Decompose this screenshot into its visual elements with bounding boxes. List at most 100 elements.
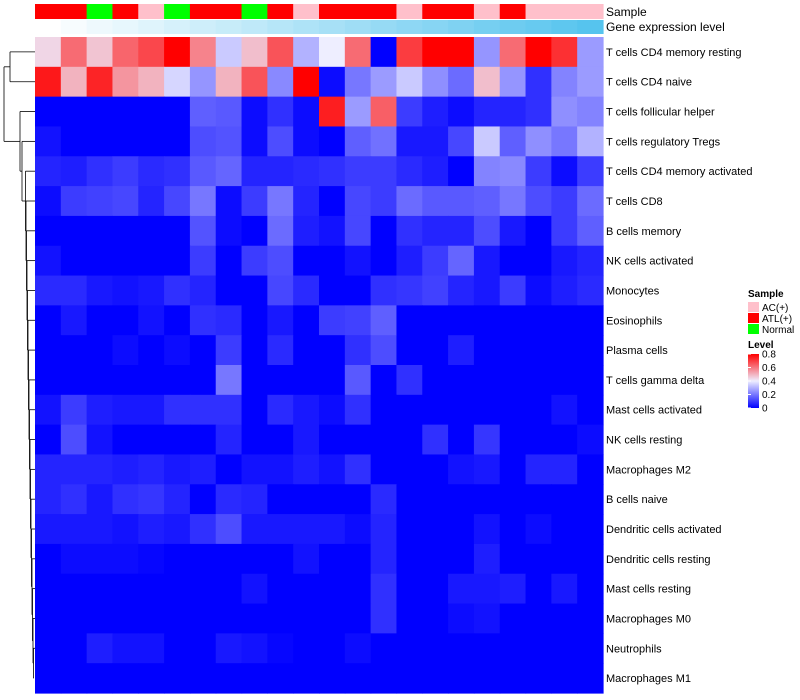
heatmap-cell [525,663,552,694]
heatmap-cell [215,514,243,545]
heatmap-cell [551,186,578,217]
heatmap-cell [215,424,243,456]
legend-level-tick-label: 0 [762,404,768,415]
heatmap-cell [86,663,114,694]
heatmap-cell [293,156,320,187]
legend-level-colorbar [748,354,759,408]
heatmap-cell [551,484,578,515]
heatmap-cell [138,275,165,306]
heatmap-cell [551,96,578,128]
sample-annotation-cell [189,4,217,19]
row-label: T cells CD4 memory resting [606,47,742,59]
heatmap-cell [448,603,475,634]
heatmap-cell [551,573,578,605]
heatmap-cell [164,335,191,366]
heatmap-cell [370,37,398,68]
expression-annotation-cell [370,20,398,34]
heatmap-cell [577,514,604,545]
heatmap-cell [112,365,139,396]
legend-swatch [748,324,759,334]
heatmap-cell [86,633,114,664]
row-label: Neutrophils [606,643,662,655]
heatmap-cell [293,573,320,605]
heatmap-cell [35,663,62,694]
heatmap-cell [473,66,501,98]
heatmap-cell [370,454,398,485]
sample-annotation-cell [215,4,243,19]
heatmap-cell [189,305,217,336]
heatmap-cell [396,543,423,575]
heatmap-cell [86,215,114,247]
heatmap-cell [112,573,139,605]
heatmap-cell [448,215,475,247]
heatmap-cell [473,37,501,68]
heatmap-cell [319,484,346,515]
heatmap-cell [319,305,346,336]
heatmap-cell [344,275,372,306]
heatmap-cell [86,37,114,68]
heatmap-cell [241,215,268,247]
heatmap-cell [86,365,114,396]
heatmap-cell [112,424,139,456]
expression-annotation-cell [293,20,320,34]
heatmap-cell [499,275,527,306]
heatmap-cell [267,543,294,575]
heatmap-cell [319,66,346,98]
heatmap-cell [241,245,268,277]
heatmap-cell [293,484,320,515]
heatmap-cell [241,156,268,187]
heatmap-cell [499,573,527,605]
row-dendrogram [3,51,35,679]
row-label: T cells CD4 naive [606,77,692,89]
expression-annotation-cell [525,20,552,34]
heatmap-cell [319,245,346,277]
heatmap-cell [396,215,423,247]
heatmap-cell [241,126,268,157]
heatmap-cell [112,96,139,128]
heatmap-cell [138,424,165,456]
heatmap-cell [370,156,398,187]
row-label: B cells memory [606,226,682,238]
heatmap-cell [370,245,398,277]
heatmap-cell [551,543,578,575]
heatmap-cell [267,245,294,277]
heatmap-cell [86,126,114,157]
heatmap-cell [215,126,243,157]
heatmap-cell [448,96,475,128]
heatmap-cell [60,394,88,426]
heatmap-cell [86,573,114,605]
heatmap-cell [499,394,527,426]
heatmap-cell [164,454,191,485]
heatmap-cell [164,365,191,396]
heatmap-cell [293,126,320,157]
heatmap-cell [267,424,294,456]
heatmap-cell [525,66,552,98]
heatmap-cell [344,245,372,277]
heatmap-cell [473,156,501,187]
heatmap-cell [35,305,62,336]
legend-swatch [748,302,759,312]
heatmap-cell [370,573,398,605]
heatmap-cell [138,603,165,634]
heatmap-cell [525,543,552,575]
sample-annotation-cell [344,4,372,19]
heatmap-cell [577,215,604,247]
heatmap-cell [60,633,88,664]
heatmap-cell [164,663,191,694]
heatmap-cell [370,543,398,575]
heatmap-cell [551,275,578,306]
heatmap-cell [525,186,552,217]
heatmap-cell [422,543,449,575]
heatmap-cell [396,245,423,277]
heatmap-cell [396,603,423,634]
heatmap-cell [422,454,449,485]
heatmap-cell [112,663,139,694]
heatmap-cell [370,66,398,98]
heatmap-cell [112,126,139,157]
heatmap-cell [164,66,191,98]
heatmap-cell [551,454,578,485]
heatmap-cell [370,305,398,336]
heatmap-cell [241,305,268,336]
legend-level-tick-label: 0.4 [762,377,776,388]
sample-annotation-cell [138,4,165,19]
